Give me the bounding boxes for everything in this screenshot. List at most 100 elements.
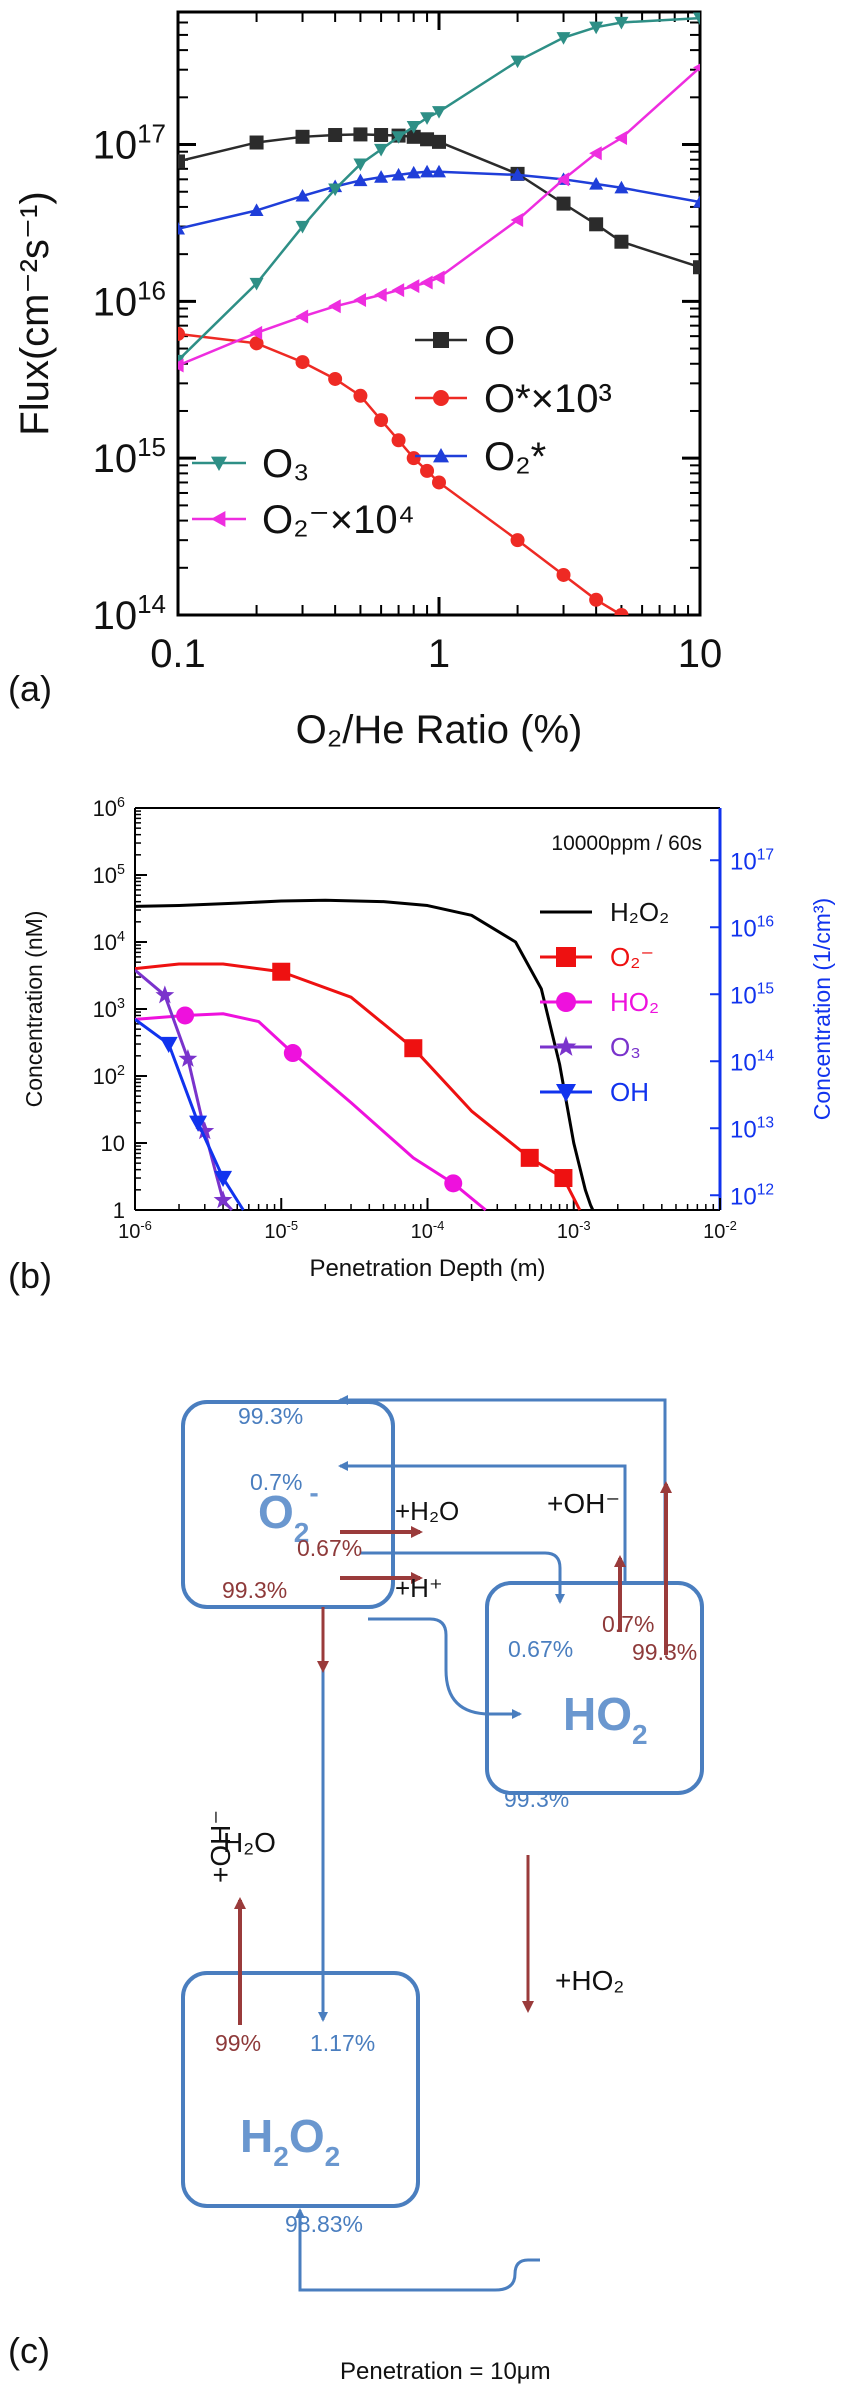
data-point-O2star [353,173,368,187]
h2o2-label: H2O2 [240,2110,340,2172]
pct-067-red: 0.67% [297,1535,362,1561]
h2o2-box [181,1971,420,2208]
series-line-O2star [178,170,700,231]
data-point-O2minus [614,131,628,146]
data-point-O3 [510,55,525,69]
x-tick-label: 1 [428,632,450,676]
o2-minus-label: O2- [258,1477,319,1548]
data-point-O [420,132,435,147]
ho2-label: HO2 [563,1688,648,1750]
data-point-O2star [295,188,310,202]
data-point-O [249,135,264,150]
pct-993-red2: 99.3% [632,1639,697,1665]
legend-label-O2m: O₂⁻ [610,942,654,972]
x-tick-label: 10 [678,632,723,676]
data-point-Ostar [420,463,435,478]
data-point-Ostar [589,592,604,607]
y-right-tick-label: 1014 [730,1048,774,1077]
data-point-O2star [406,165,421,179]
data-point-Ostar [614,608,629,615]
data-point-O [353,127,368,142]
y-right-tick-label: 1013 [730,1115,774,1144]
legend-marker-O2m [556,947,576,967]
data-point-O2minus [693,63,700,72]
data-point-O3 [693,12,700,26]
data-point-Ostar [510,533,525,548]
legend-marker-O3 [211,456,227,471]
pct-993-blue: 99.3% [504,1786,569,1812]
data-point-HO2 [444,1174,463,1193]
data-point-O3 [195,1121,215,1140]
y-tick-label: 105 [93,862,125,888]
data-point-O [693,260,700,275]
x-tick-label: 0.1 [150,632,206,676]
data-point-O2minus [420,275,433,290]
legend-marker-OH [556,1084,576,1102]
legend-marker-Ostar [433,390,449,406]
y-axis-label: Flux(cm⁻²s⁻¹) [13,191,57,435]
y-tick-label: 1 [113,1198,125,1223]
diagram-caption: Penetration = 10μm [340,2358,551,2385]
panel-a-label: (a) [8,668,52,709]
hplus-arrow [368,1617,522,1719]
product-h2o: H₂O [223,1827,276,1858]
pct-993-top: 99.3% [238,1403,303,1429]
series-line-H2O2 [135,898,595,1211]
reactant-h2o: +H₂O [395,1496,459,1526]
pct-99: 99% [215,2030,261,2056]
data-point-O [178,154,185,169]
x-tick-label: 10-3 [557,1218,591,1243]
legend-label-O2minus: O₂⁻×10⁴ [262,498,415,542]
data-point-O2star [178,221,185,235]
data-point-O2minus [249,325,263,340]
data-point-O2minus [328,299,341,314]
data-point-O2minus [406,279,420,294]
data-point-O2star [693,195,700,208]
data-point-O3 [155,985,175,1004]
data-point-O3 [406,121,421,134]
legend-label-HO2: HO₂ [610,987,659,1017]
y-tick-label: 103 [93,996,125,1022]
chart-annotation: 10000ppm / 60s [551,832,702,855]
legend-label-O: O [484,319,515,363]
data-point-O2minus [295,309,309,324]
y-axis-label: Concentration (nM) [21,911,47,1108]
data-point-HO2 [176,1006,195,1025]
plot-frame [176,10,702,617]
legend-label-H2O2: H₂O₂ [610,897,669,927]
data-point-O2star [432,164,446,178]
data-point-Ostar [406,451,421,466]
data-point-O [374,128,389,143]
pct-07-red: 0.7% [602,1611,654,1637]
data-point-O [406,129,421,144]
data-point-O [614,234,629,249]
pct-117: 1.17% [310,2030,375,2056]
reactant-ho2: +HO₂ [555,1965,624,1996]
ho2-box [485,1581,704,1795]
y-tick-label: 1016 [93,275,166,324]
data-point-O2m [554,1169,573,1188]
data-point-Ostar [391,433,406,448]
data-point-O2minus [432,270,445,285]
legend-label-O3: O₃ [262,442,309,486]
data-point-O2m [404,1039,423,1058]
data-point-O2star [391,167,406,181]
reaction-diagram: O2-HO2H2O299.3%0.7%0.67%99.3%+H₂O+H⁺+OH⁻… [181,1395,704,2292]
data-point-O2minus [589,146,602,161]
data-point-O2star [510,167,525,181]
data-point-O3 [374,143,389,157]
legend-marker-O2star [433,448,449,463]
y-right-tick-label: 1016 [730,914,774,943]
data-point-O3 [353,158,368,172]
pct-993-red: 99.3% [222,1577,287,1603]
data-point-O3 [249,277,264,291]
data-point-O2minus [556,172,570,187]
data-point-O [432,134,446,149]
data-point-O2minus [178,358,184,373]
reactant-oh-vertical: +OH⁻ [205,1810,236,1883]
data-point-O [295,129,310,144]
series-line-HO2 [135,1012,487,1212]
series-group [178,12,700,615]
data-point-O [556,196,571,211]
x-axis-label: O₂/He Ratio (%) [296,708,583,752]
